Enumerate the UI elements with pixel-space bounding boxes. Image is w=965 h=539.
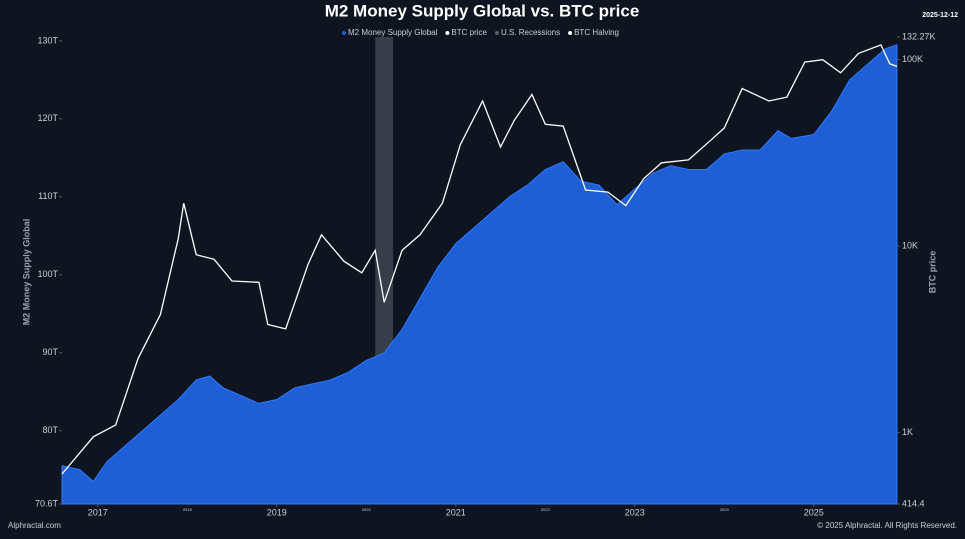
legend-label: BTC Halving <box>574 28 619 37</box>
minor-x-tick-label: 2018 <box>183 507 193 512</box>
legend-marker <box>445 31 450 35</box>
legend-label: U.S. Recessions <box>501 28 560 37</box>
y-tick-label: 110T <box>38 191 58 201</box>
x-tick-label: 2019 <box>267 507 287 517</box>
legend: M2 Money Supply Global BTC price U.S. Rece… <box>342 28 619 37</box>
y-tick-label: 130T <box>37 35 58 45</box>
minor-x-tick-label: 2020 <box>362 507 372 512</box>
legend-label: M2 Money Supply Global <box>348 28 438 37</box>
minor-x-tick-label: 2022 <box>541 507 551 512</box>
y-tick-label: 120T <box>37 113 58 123</box>
copyright: © 2025 Alphractal. All Rights Reserved. <box>817 521 957 530</box>
line <box>61 44 898 475</box>
legend-label: BTC price <box>451 28 487 37</box>
y-tick-label: 90T <box>42 347 58 357</box>
x-tick-label: 2025 <box>804 507 824 517</box>
y-tick-label: 80T <box>42 425 58 435</box>
legend-marker <box>568 31 573 35</box>
y-tick-label: 70.6T <box>35 498 59 508</box>
y2-tick-label: 10K <box>902 241 918 251</box>
y-axis-title: M2 Money Supply Global <box>21 219 31 326</box>
x-tick-label: 2017 <box>88 507 108 517</box>
y2-tick-label: 414.4 <box>902 498 925 508</box>
legend-marker <box>342 31 346 35</box>
y-tick-label: 100T <box>37 269 58 279</box>
y2-axis-title: BTC price <box>927 251 937 294</box>
area <box>61 44 898 505</box>
source: Alphractal.com <box>8 521 61 530</box>
minor-x-tick-label: 2024 <box>720 507 730 512</box>
y2-tick-label: 100K <box>902 54 923 64</box>
legend-marker <box>494 31 499 35</box>
y2-tick-label: 1K <box>902 427 913 437</box>
date: 2025-12-12 <box>922 12 958 19</box>
x-tick-label: 2021 <box>446 507 466 517</box>
chart-title: M2 Money Supply Global vs. BTC price <box>325 1 640 20</box>
x-tick-label: 2023 <box>625 507 645 517</box>
y2-tick-label: 132.27K <box>902 31 936 41</box>
